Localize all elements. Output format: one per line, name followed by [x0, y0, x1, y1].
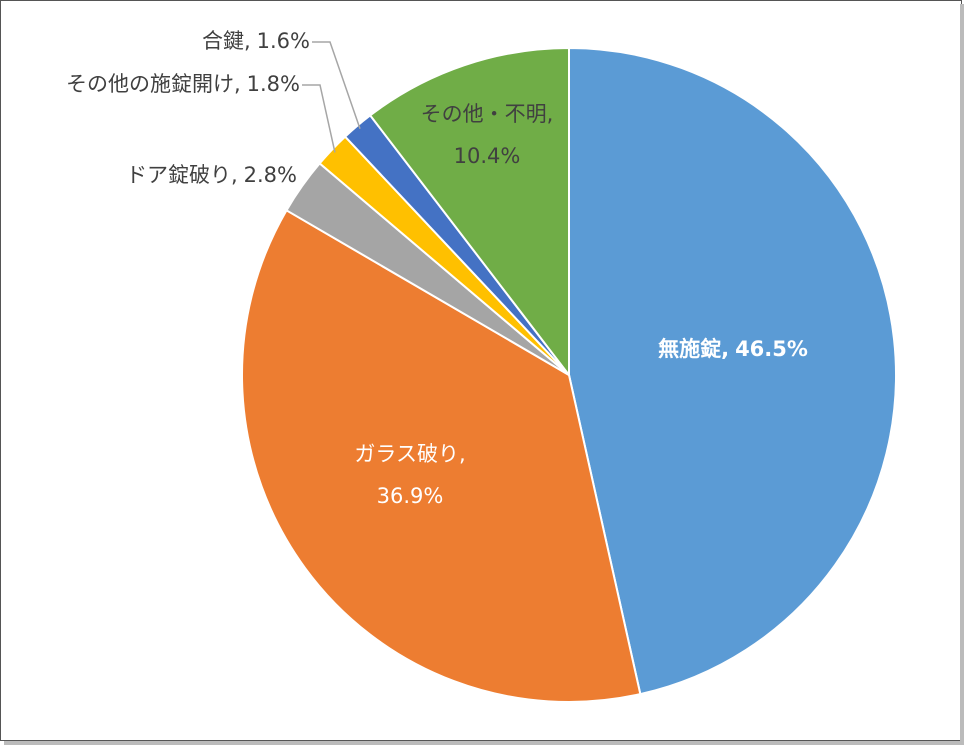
pie-slice — [568, 46, 897, 696]
slice-value: 36.9% — [377, 484, 444, 508]
slice-category: 無施錠, — [658, 337, 729, 361]
slice-value: 1.6% — [257, 29, 310, 53]
leader-line — [302, 84, 336, 153]
slice-category: その他の施錠開け, — [66, 72, 241, 96]
slice-value: 46.5% — [735, 337, 808, 361]
slice-label: ドア錠破り, 2.8% — [126, 163, 297, 187]
slice-category: ドア錠破り, — [126, 163, 238, 187]
leader-line — [312, 41, 361, 129]
pie-slice — [368, 46, 570, 378]
slice-category: その他・不明, — [421, 102, 554, 126]
pie-slice — [241, 208, 642, 703]
slice-value: 10.4% — [454, 144, 521, 168]
slice-label: 合鍵, 1.6% — [202, 29, 310, 53]
slice-value: 2.8% — [244, 163, 297, 187]
slice-category: 合鍵, — [202, 29, 251, 53]
slice-category: ガラス破り, — [354, 442, 465, 466]
slice-label: 無施錠, 46.5% — [658, 337, 808, 361]
slice-label: その他の施錠開け, 1.8% — [66, 72, 300, 96]
slice-value: 1.8% — [247, 72, 300, 96]
